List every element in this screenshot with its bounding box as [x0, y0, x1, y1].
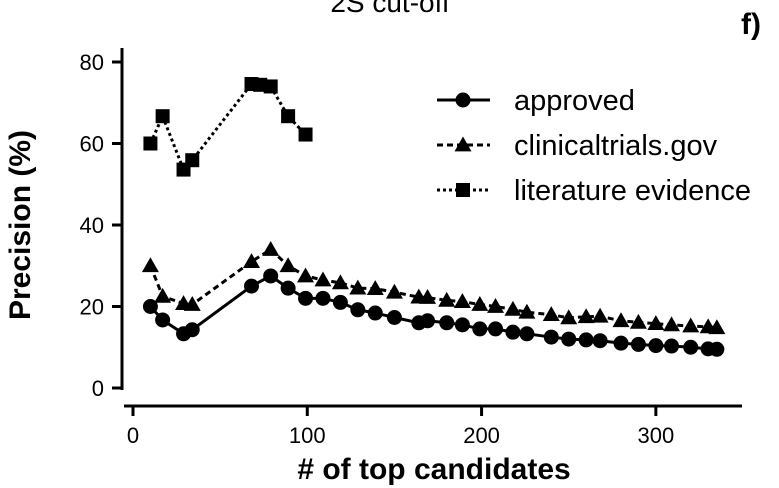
- data-point: [505, 324, 521, 340]
- data-point: [630, 336, 646, 352]
- axes: [120, 48, 742, 408]
- data-point: [315, 290, 331, 306]
- data-point: [709, 341, 725, 357]
- data-point: [518, 303, 536, 319]
- data-point: [184, 322, 200, 338]
- data-point: [504, 300, 522, 316]
- legend-label: literature evidence: [514, 175, 751, 207]
- data-point: [386, 310, 402, 326]
- y-axis-title: Precision (%): [4, 130, 37, 320]
- data-point: [154, 287, 172, 303]
- x-tick-label: 100: [289, 423, 326, 448]
- data-point: [591, 307, 609, 323]
- series-line: [149, 274, 717, 351]
- data-point: [453, 293, 471, 308]
- x-axis-title: # of top candidates: [297, 453, 570, 486]
- data-point: [577, 308, 595, 324]
- data-point: [488, 321, 504, 337]
- data-point: [438, 291, 456, 307]
- legend-item: literature evidence: [437, 175, 751, 207]
- data-point: [350, 302, 366, 318]
- y-tick-label: 80: [80, 50, 104, 75]
- data-point: [263, 268, 279, 284]
- y-ticks: 0 20 40 60 80: [80, 50, 122, 401]
- legend-item: clinicaltrials.gov: [437, 130, 718, 162]
- data-point: [262, 240, 280, 256]
- plot-area: [141, 77, 726, 357]
- data-point: [648, 338, 664, 354]
- data-point: [366, 280, 384, 295]
- data-point: [683, 339, 699, 355]
- series-line: [149, 247, 717, 330]
- series-literature-evidence: [143, 77, 313, 177]
- data-point: [613, 335, 629, 351]
- legend: approved clinicaltrials.gov literature evi…: [437, 85, 751, 207]
- panel-label: f): [741, 8, 761, 41]
- data-point: [155, 312, 171, 328]
- data-point: [543, 329, 559, 345]
- data-point: [367, 305, 383, 321]
- y-tick-label: 60: [80, 132, 104, 157]
- data-point: [664, 338, 680, 354]
- data-point: [487, 298, 505, 313]
- legend-label: clinicaltrials.gov: [514, 130, 718, 162]
- data-point: [331, 274, 349, 290]
- data-point: [419, 289, 437, 304]
- x-tick-label: 200: [463, 423, 500, 448]
- data-point: [454, 317, 470, 333]
- data-point: [244, 278, 260, 294]
- data-point: [708, 319, 726, 335]
- data-point: [263, 79, 278, 94]
- data-point: [439, 315, 455, 331]
- x-tick-label: 300: [637, 423, 674, 448]
- data-point: [663, 316, 681, 332]
- data-point: [183, 295, 201, 311]
- data-point: [332, 294, 348, 310]
- data-point: [142, 299, 158, 314]
- data-point: [281, 109, 296, 124]
- data-point: [560, 309, 578, 325]
- data-point: [420, 313, 436, 329]
- data-point: [519, 326, 535, 342]
- data-point: [578, 332, 594, 348]
- legend-item: approved: [437, 85, 635, 117]
- legend-marker: [456, 183, 470, 197]
- legend-label: approved: [514, 85, 635, 117]
- data-point: [243, 253, 261, 269]
- data-point: [682, 317, 700, 333]
- data-point: [185, 153, 200, 168]
- x-tick-label: 0: [127, 423, 139, 448]
- data-point: [155, 109, 170, 124]
- data-point: [629, 313, 647, 329]
- data-point: [280, 280, 296, 296]
- series-line: [149, 82, 307, 173]
- data-point: [349, 279, 367, 295]
- data-point: [612, 312, 630, 328]
- data-point: [647, 315, 665, 330]
- chart-title: 2S cut-off: [330, 0, 450, 18]
- data-point: [141, 257, 159, 273]
- data-point: [279, 257, 297, 273]
- data-point: [542, 306, 560, 322]
- data-point: [561, 331, 577, 347]
- data-point: [297, 267, 315, 283]
- data-point: [298, 290, 314, 306]
- data-point: [143, 136, 158, 151]
- legend-marker: [455, 92, 471, 108]
- series-approved: [142, 268, 725, 357]
- data-point: [592, 333, 608, 349]
- x-ticks: 0 100 200 300: [127, 406, 674, 448]
- series-clinicaltrials-gov: [141, 240, 726, 335]
- data-point: [472, 321, 488, 337]
- data-point: [298, 127, 313, 142]
- data-point: [385, 283, 403, 299]
- data-point: [314, 271, 332, 287]
- y-tick-label: 40: [80, 213, 104, 238]
- y-tick-label: 20: [80, 295, 104, 320]
- legend-marker: [454, 136, 472, 152]
- data-point: [471, 295, 489, 311]
- y-tick-label: 0: [92, 376, 104, 401]
